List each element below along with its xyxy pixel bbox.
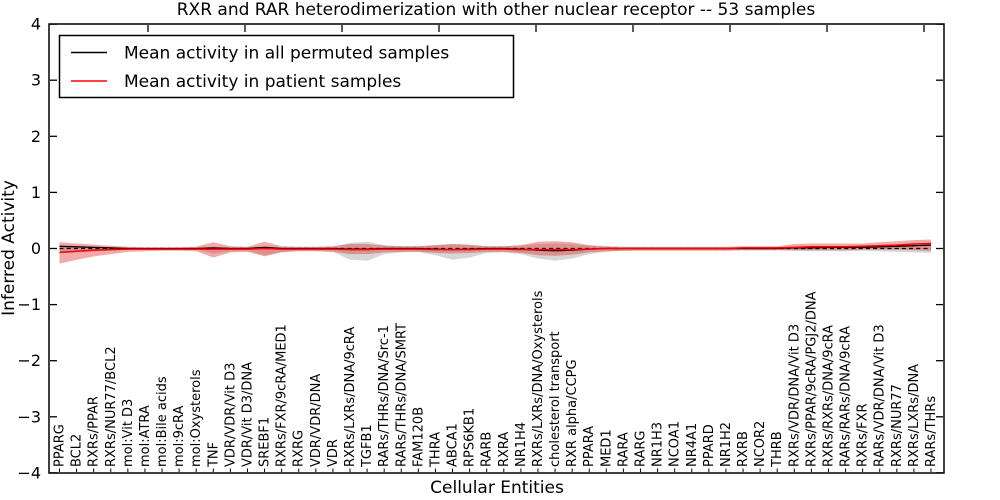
x-tick-label: RARs/RARs/DNA/9cRA bbox=[839, 326, 854, 467]
x-tick-label: FAM120B bbox=[411, 407, 426, 467]
x-tick-label: RXR alpha/CCPG bbox=[565, 359, 580, 467]
y-tick-labels: 4 3 2 1 0 −1 −2 −3 −4 bbox=[17, 15, 41, 483]
x-tick-label: NCOA1 bbox=[668, 421, 683, 467]
y-tick-label: −4 bbox=[17, 463, 41, 482]
y-tick-label: −2 bbox=[17, 351, 41, 370]
y-tick-label: −1 bbox=[17, 295, 41, 314]
x-tick-label: RARA bbox=[616, 432, 631, 467]
x-axis-label: Cellular Entities bbox=[430, 478, 564, 498]
x-tick-label: RXRs/NUR77/BCL2 bbox=[104, 346, 119, 467]
x-tick-label: RARs/THRs bbox=[924, 396, 939, 467]
y-tick-label: 2 bbox=[31, 127, 41, 146]
y-tick-label: 0 bbox=[31, 239, 41, 258]
x-tick-label: RXRs/PPAR/9cRA/PGJ2/DNA bbox=[804, 291, 819, 467]
x-tick-label: BCL2 bbox=[70, 434, 85, 467]
y-tick-label: 1 bbox=[31, 183, 41, 202]
x-tick-label: RXRA bbox=[497, 432, 512, 467]
x-tick-label: NR1H2 bbox=[719, 422, 734, 467]
x-tick-label: THRB bbox=[770, 431, 785, 468]
x-tick-label: mol:Bile acids bbox=[155, 376, 170, 467]
x-tick-label: NR1H3 bbox=[651, 422, 666, 467]
series-line-1 bbox=[59, 242, 932, 254]
x-tick-label: RXRs/FXR bbox=[856, 403, 871, 467]
y-tick-label: −3 bbox=[17, 407, 41, 426]
legend-label-patient: Mean activity in patient samples bbox=[124, 72, 401, 92]
x-tick-label: RXRs/VDR/DNA/Vit D3 bbox=[787, 324, 802, 467]
x-tick-label: NCOR2 bbox=[753, 421, 768, 467]
x-tick-label: RXRs/PPAR bbox=[87, 396, 102, 467]
x-tick-label: RARs/VDR/DNA/Vit D3 bbox=[873, 324, 888, 467]
x-tick-label: cholesterol transport bbox=[548, 331, 563, 467]
legend-label-permuted: Mean activity in all permuted samples bbox=[124, 44, 449, 64]
legend: Mean activity in all permuted samples Me… bbox=[58, 34, 515, 99]
x-tick-label: PPARD bbox=[702, 424, 717, 467]
x-tick-label: TGFB1 bbox=[360, 424, 375, 468]
x-tick-label: RXRB bbox=[736, 431, 751, 467]
x-tick-label: VDR bbox=[326, 439, 341, 467]
x-tick-label: RXRs/RXRs/DNA/9cRA bbox=[821, 325, 836, 467]
x-tick-label: VDR/VDR/DNA bbox=[309, 374, 324, 467]
x-tick-label: RARs/THRs/DNA/Src-1 bbox=[377, 325, 392, 467]
x-tick-label: RARG bbox=[634, 430, 649, 467]
x-tick-label: NR4A1 bbox=[685, 423, 700, 467]
y-axis-label: Inferred Activity bbox=[0, 180, 19, 316]
y-tick-label: 4 bbox=[31, 15, 41, 34]
axes-frame bbox=[48, 23, 945, 474]
x-tick-label: mol:Oxysterols bbox=[189, 369, 204, 467]
x-tick-label: mol:ATRA bbox=[138, 405, 153, 467]
x-tick-label: RXRs/LXRs/DNA/Oxysterols bbox=[531, 290, 546, 467]
std-bands bbox=[59, 239, 931, 264]
x-tick-label: RXRs/NUR77 bbox=[890, 384, 905, 467]
x-tick-label: RPS6KB1 bbox=[463, 408, 478, 467]
x-tick-label: RXRs/LXRs/DNA/9cRA bbox=[343, 327, 358, 467]
x-tick-label: mol:Vit D3 bbox=[121, 399, 136, 467]
x-tick-labels: PPARG BCL2 RXRs/PPAR RXRs/NUR77/BCL2 mol:Vit… bbox=[53, 290, 940, 468]
x-tick-label: RXRG bbox=[292, 430, 307, 467]
chart-title: RXR and RAR heterodimerization with othe… bbox=[177, 0, 816, 20]
x-tick-label: VDR/VDR/Vit D3 bbox=[223, 363, 238, 467]
x-tick-label: THRA bbox=[428, 432, 443, 468]
x-tick-label: MED1 bbox=[599, 429, 614, 467]
x-tick-label: TNF bbox=[206, 442, 221, 468]
x-tick-label: RARs/THRs/DNA/SMRT bbox=[394, 323, 409, 467]
x-tick-label: PPARA bbox=[582, 426, 597, 467]
mean-lines bbox=[59, 242, 932, 254]
patient-samples-std-band bbox=[59, 239, 931, 264]
plot-border bbox=[48, 23, 945, 474]
x-tick-label: SREBF1 bbox=[258, 417, 273, 467]
x-tick-label: ABCA1 bbox=[446, 423, 461, 467]
x-tick-label: RXRs/LXRs/DNA bbox=[907, 364, 922, 467]
x-tick-label: RARB bbox=[480, 432, 495, 467]
x-tick-label: PPARG bbox=[53, 424, 68, 467]
x-tick-label: RXRs/FXR/9cRA/MED1 bbox=[275, 324, 290, 467]
x-tick-label: mol:9cRA bbox=[172, 405, 187, 467]
permuted-samples-std-band bbox=[59, 241, 931, 261]
x-tick-label: NR1H4 bbox=[514, 422, 529, 467]
x-tick-label: VDR/Vit D3/DNA bbox=[240, 362, 255, 467]
y-tick-label: 3 bbox=[31, 71, 41, 90]
legend-box bbox=[58, 34, 515, 99]
